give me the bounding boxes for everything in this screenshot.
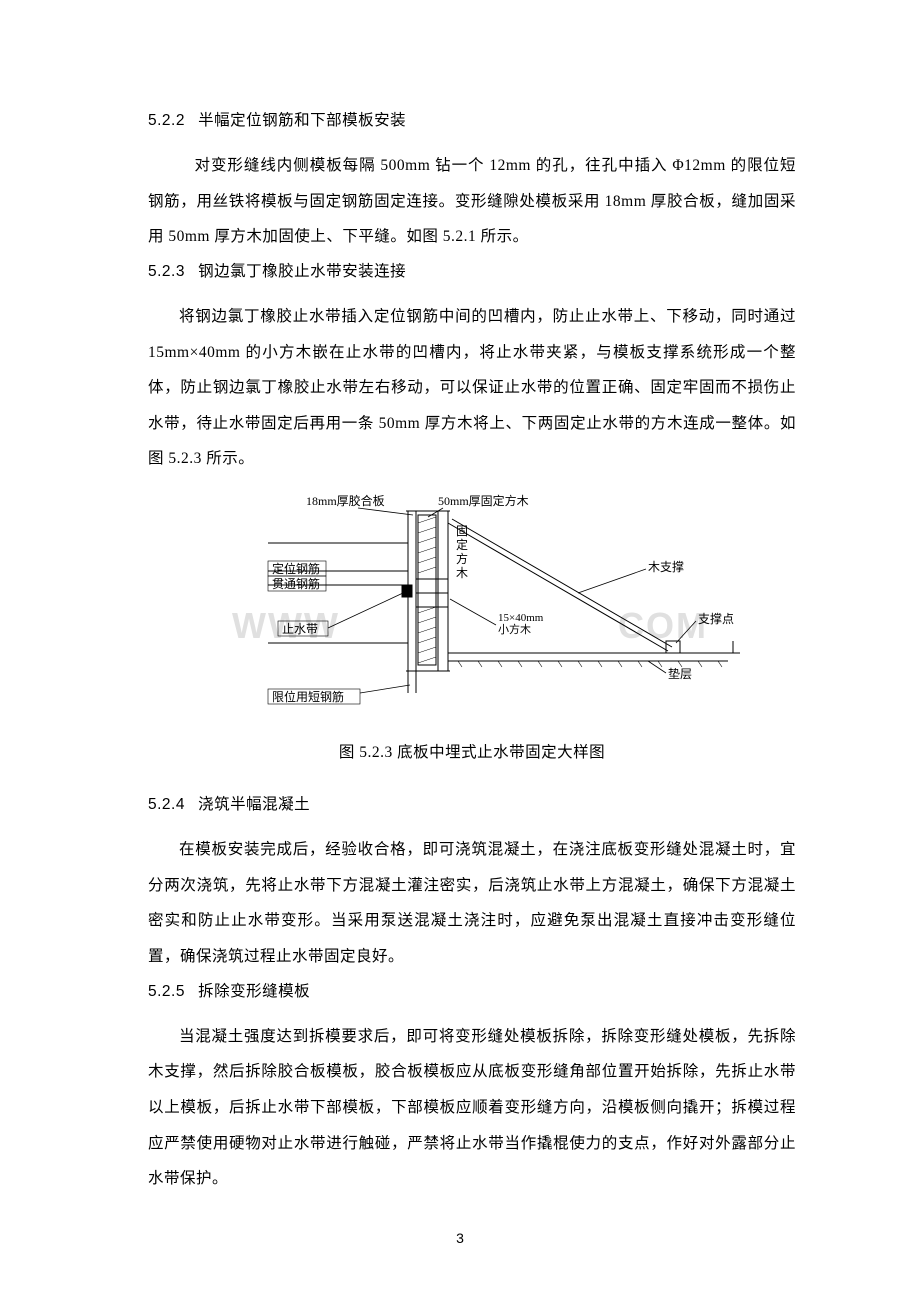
label-bedding: 垫层 [668,666,692,681]
figure-svg: 18mm厚胶合板 50mm厚固定方木 定位钢筋 贯通钢筋 止水带 限位用短钢筋 [248,493,768,713]
heading-524: 5.2.4 浇筑半幅混凝土 [148,792,796,814]
paragraph-523: 将钢边氯丁橡胶止水带插入定位钢筋中间的凹槽内，防止止水带上、下移动，同时通过 1… [148,299,796,477]
heading-525: 5.2.5 拆除变形缝模板 [148,979,796,1001]
svg-text:定: 定 [456,537,468,552]
paragraph-524: 在模板安装完成后，经验收合格，即可浇筑混凝土，在浇注底板变形缝处混凝土时，宜分两… [148,832,796,975]
page: 5.2.2 半幅定位钢筋和下部模板安装 对变形缝线内侧模板每隔 500mm 钻一… [0,0,920,1302]
label-pos-rebar: 定位钢筋 [272,561,320,576]
label-brace: 木支撑 [648,559,684,574]
label-small-timber1: 15×40mm [498,612,544,624]
svg-text:方: 方 [456,551,468,566]
heading-523: 5.2.3 钢边氯丁橡胶止水带安装连接 [148,259,796,281]
figure-523: WWW COM [148,493,796,762]
heading-title: 拆除变形缝模板 [198,983,310,1000]
label-support-point: 支撑点 [698,611,734,626]
heading-title: 钢边氯丁橡胶止水带安装连接 [198,263,406,280]
svg-text:木: 木 [456,566,468,580]
paragraph-522: 对变形缝线内侧模板每隔 500mm 钻一个 12mm 的孔，往孔中插入 Φ12m… [148,148,796,255]
label-timber50: 50mm厚固定方木 [438,493,529,508]
heading-num: 5.2.3 [148,263,185,280]
label-limit-rebar: 限位用短钢筋 [272,689,344,704]
page-number: 3 [0,1230,920,1246]
label-through-rebar: 贯通钢筋 [272,576,320,591]
label-waterstop: 止水带 [282,622,318,636]
heading-num: 5.2.4 [148,796,185,813]
label-fixed-v1: 固 [456,524,468,538]
heading-title: 浇筑半幅混凝土 [198,796,310,813]
label-small-timber2: 小方木 [498,622,531,636]
heading-title: 半幅定位钢筋和下部模板安装 [198,112,406,129]
figure-caption: 图 5.2.3 底板中埋式止水带固定大样图 [148,740,796,762]
label-plywood: 18mm厚胶合板 [306,493,385,508]
paragraph-525: 当混凝土强度达到拆模要求后，即可将变形缝处模板拆除，拆除变形缝处模板，先拆除木支… [148,1019,796,1197]
heading-num: 5.2.2 [148,112,185,129]
heading-num: 5.2.5 [148,983,185,1000]
heading-522: 5.2.2 半幅定位钢筋和下部模板安装 [148,108,796,130]
